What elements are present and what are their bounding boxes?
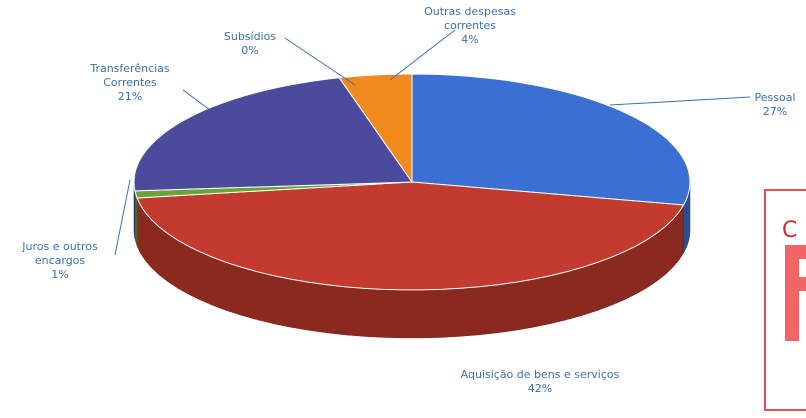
stamp-text: C: [782, 218, 798, 243]
label-name: Outras despesas correntes: [424, 5, 516, 32]
pie-slice: [338, 73, 413, 184]
data-label: Juros e outros encargos 1%: [5, 240, 115, 282]
label-name: Transferências Correntes: [90, 62, 170, 89]
leader-line: [284, 37, 356, 86]
pie-slice: [136, 181, 685, 291]
leader-line: [114, 179, 131, 256]
label-value: 1%: [51, 268, 69, 281]
label-value: 4%: [461, 33, 479, 46]
pie-slice: [411, 73, 691, 206]
data-label: Outras despesas correntes 4%: [410, 5, 530, 47]
leader-line: [609, 96, 751, 106]
data-label: Transferências Correntes 21%: [70, 62, 190, 104]
label-name: Pessoal: [754, 91, 796, 104]
label-name: Subsídios: [223, 30, 277, 43]
label-value: 21%: [117, 90, 143, 103]
stamp: [764, 189, 806, 411]
pie-slice-side: [134, 190, 138, 247]
leader-line: [182, 89, 211, 111]
stamp-mark: [785, 245, 806, 341]
label-name: Juros e outros encargos: [22, 240, 98, 267]
leader-line: [389, 29, 456, 81]
label-value: 42%: [527, 382, 553, 395]
data-label: Aquisição de bens e serviços 42%: [455, 368, 625, 396]
label-name: Aquisição de bens e serviços: [460, 368, 620, 381]
data-label: Pessoal 27%: [740, 91, 806, 119]
label-value: 0%: [241, 44, 259, 57]
label-value: 27%: [762, 105, 788, 118]
pie-slice: [134, 181, 413, 199]
pie-slice: [133, 77, 413, 192]
data-label: Subsídios 0%: [210, 30, 290, 58]
leader-lines: [114, 29, 751, 256]
